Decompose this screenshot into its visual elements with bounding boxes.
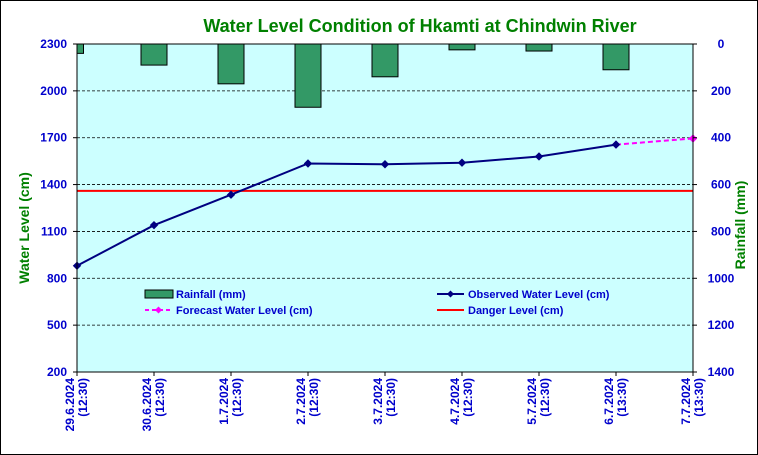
x-tick-date: 30.6.2024 <box>140 378 154 432</box>
rainfall-bar <box>525 43 553 52</box>
x-tick-time: (12:30) <box>153 378 167 417</box>
left-tick-label: 2300 <box>40 37 67 51</box>
forecast-water-level-line <box>615 137 694 146</box>
x-tick-date: 1.7.2024 <box>217 378 231 425</box>
observed-water-level-point <box>149 220 159 230</box>
legend-forecast-label: Forecast Water Level (cm) <box>176 305 313 317</box>
rainfall-bar <box>140 43 168 66</box>
left-tick-label: 200 <box>47 365 67 379</box>
x-tick-date: 7.7.2024 <box>679 378 693 425</box>
left-tick-label: 800 <box>47 271 67 285</box>
right-axis-label: Rainfall (mm) <box>732 181 748 270</box>
right-tick-label: 800 <box>711 224 731 238</box>
observed-water-level-point <box>380 160 390 169</box>
left-tick-label: 500 <box>47 318 67 332</box>
rainfall-bar <box>602 43 630 71</box>
x-tick-group: 5.7.2024 (12:30) <box>525 378 552 425</box>
x-tick-group: 29.6.2024 (12:30) <box>63 378 90 432</box>
right-tick-label: 600 <box>711 178 731 192</box>
x-tick-time: (12:30) <box>384 378 398 417</box>
x-tick-date: 4.7.2024 <box>448 378 462 425</box>
left-axis-ticks: 200 500 800 1100 1400 1700 2000 2300 <box>40 37 77 379</box>
right-tick-label: 1400 <box>708 365 735 379</box>
legend-observed-marker <box>447 290 454 298</box>
observed-water-level-point <box>303 159 313 168</box>
x-tick-time: (12:30) <box>461 378 475 417</box>
x-tick-group: 4.7.2024 (12:30) <box>448 378 475 425</box>
x-tick-date: 2.7.2024 <box>294 378 308 425</box>
x-tick-group: 1.7.2024 (12:30) <box>217 378 244 425</box>
rainfall-bar <box>217 43 245 85</box>
x-tick-time: (12:30) <box>230 378 244 417</box>
right-tick-label: 400 <box>711 131 731 145</box>
observed-water-level-point <box>226 190 236 199</box>
observed-water-level-point <box>534 152 544 161</box>
legend-observed-label: Observed Water Level (cm) <box>468 289 610 301</box>
x-tick-time: (13:30) <box>615 378 629 417</box>
legend-forecast-marker <box>155 306 162 314</box>
chart-title: Water Level Condition of Hkamti at Chind… <box>203 16 636 36</box>
right-tick-label: 1200 <box>708 318 735 332</box>
observed-water-level-point <box>457 158 467 167</box>
legend: Rainfall (mm) Observed Water Level (cm) Fo… <box>144 289 610 317</box>
observed-water-level-point <box>611 140 621 149</box>
legend-danger-label: Danger Level (cm) <box>468 305 564 317</box>
x-tick-time: (13:30) <box>692 378 706 417</box>
x-tick-date: 6.7.2024 <box>602 378 616 425</box>
x-tick-time: (12:30) <box>538 378 552 417</box>
right-axis-ticks: 0 200 400 600 800 1000 1200 1400 <box>693 37 735 379</box>
rainfall-bar <box>294 43 322 108</box>
x-axis-ticks: 29.6.2024 (12:30) 30.6.2024 (12:30) 1.7.2024… <box>63 372 706 431</box>
left-tick-label: 1700 <box>40 131 67 145</box>
rainfall-bar <box>371 43 399 78</box>
right-tick-label: 1000 <box>708 271 735 285</box>
rainfall-bar <box>448 43 476 51</box>
observed-water-level-line <box>76 143 617 267</box>
x-tick-date: 5.7.2024 <box>525 378 539 425</box>
legend-rainfall-swatch <box>144 289 174 299</box>
right-tick-label: 0 <box>718 37 725 51</box>
rainfall-bar <box>76 43 84 54</box>
x-tick-date: 29.6.2024 <box>63 378 77 432</box>
left-tick-label: 1400 <box>40 178 67 192</box>
x-tick-date: 3.7.2024 <box>371 378 385 425</box>
x-tick-time: (12:30) <box>76 378 90 417</box>
legend-rainfall-label: Rainfall (mm) <box>176 289 246 301</box>
x-tick-group: 6.7.2024 (13:30) <box>602 378 629 425</box>
x-tick-group: 30.6.2024 (12:30) <box>140 378 167 432</box>
plot-area <box>76 43 694 373</box>
x-tick-group: 7.7.2024 (13:30) <box>679 378 706 425</box>
left-tick-label: 2000 <box>40 84 67 98</box>
x-tick-group: 3.7.2024 (12:30) <box>371 378 398 425</box>
left-axis-label: Water Level (cm) <box>16 172 32 284</box>
rainfall-bars <box>76 43 630 108</box>
x-tick-time: (12:30) <box>307 378 321 417</box>
x-tick-group: 2.7.2024 (12:30) <box>294 378 321 425</box>
left-tick-label: 1100 <box>41 224 67 238</box>
right-tick-label: 200 <box>711 84 731 98</box>
